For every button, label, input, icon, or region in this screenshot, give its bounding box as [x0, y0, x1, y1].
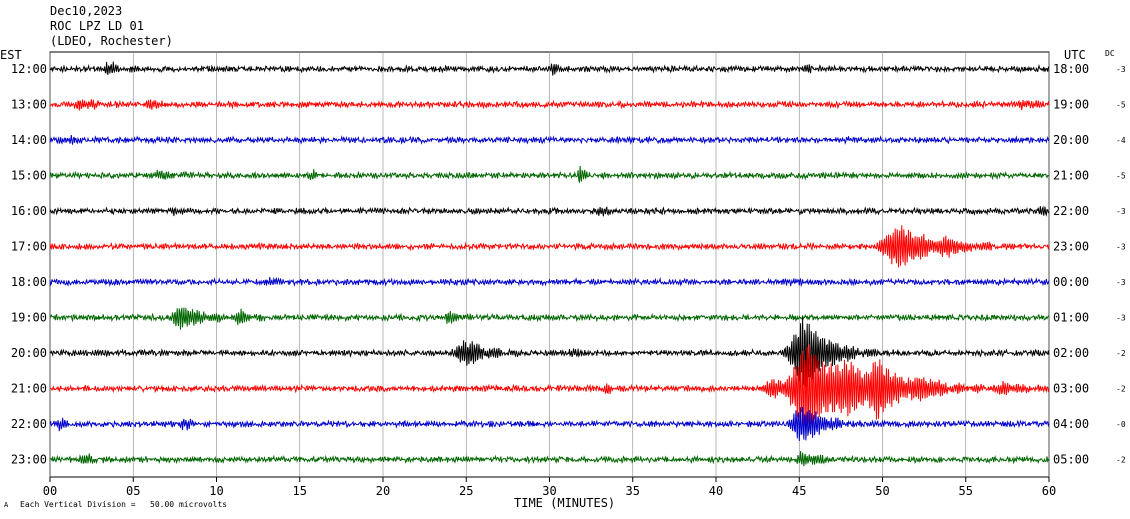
- x-tick-label: 50: [875, 484, 889, 498]
- utc-hour-label: 02:00: [1053, 346, 1089, 360]
- dc-offset-value: -4: [1116, 136, 1126, 145]
- est-hour-label: 16:00: [11, 204, 47, 218]
- est-hour-label: 15:00: [11, 169, 47, 183]
- trace-1600: [49, 205, 1050, 217]
- x-tick-label: 60: [1042, 484, 1056, 498]
- station-label: ROC LPZ LD 01: [50, 19, 144, 33]
- trace-1500: [49, 165, 1050, 184]
- utc-hour-label: 18:00: [1053, 62, 1089, 76]
- est-hour-label: 22:00: [11, 417, 47, 431]
- utc-hour-label: 19:00: [1053, 98, 1089, 112]
- dc-offset-value: -5: [1116, 172, 1126, 181]
- trace-1700: [49, 225, 1050, 268]
- x-tick-label: 40: [709, 484, 723, 498]
- x-tick-label: 35: [626, 484, 640, 498]
- x-tick-label: 25: [459, 484, 473, 498]
- x-tick-label: 00: [43, 484, 57, 498]
- utc-hour-label: 04:00: [1053, 417, 1089, 431]
- x-tick-label: 30: [542, 484, 556, 498]
- utc-hour-label: 22:00: [1053, 204, 1089, 218]
- trace-2300: [49, 451, 1050, 467]
- dc-offset-header: DC: [1105, 49, 1115, 58]
- trace-2100: [49, 344, 1050, 433]
- dc-offset-value: -3: [1116, 207, 1126, 216]
- est-hour-label: 18:00: [11, 275, 47, 289]
- est-hour-label: 17:00: [11, 240, 47, 254]
- x-axis-title: TIME (MINUTES): [514, 496, 616, 510]
- trace-1800: [49, 276, 1050, 288]
- trace-1200: [49, 61, 1050, 76]
- trace-1400: [49, 134, 1050, 145]
- corner-mark: A: [4, 501, 9, 509]
- utc-hour-label: 01:00: [1053, 311, 1089, 325]
- record-date: Dec10,2023: [50, 4, 123, 18]
- utc-hour-label: 03:00: [1053, 382, 1089, 396]
- left-timezone-label: EST: [0, 48, 22, 62]
- vertical-scale-note: Each Vertical Division = 50.00 microvolt…: [20, 500, 228, 509]
- est-hour-label: 20:00: [11, 346, 47, 360]
- dc-offset-value: -3: [1116, 65, 1126, 74]
- dc-offset-value: -2: [1116, 456, 1126, 465]
- dc-offset-value: -2: [1116, 349, 1126, 358]
- x-tick-label: 15: [293, 484, 307, 498]
- x-tick-label: 20: [376, 484, 390, 498]
- utc-hour-label: 21:00: [1053, 169, 1089, 183]
- dc-offset-value: -3: [1116, 314, 1126, 323]
- dc-offset-value: -0: [1116, 420, 1126, 429]
- trace-2200: [49, 406, 1050, 442]
- est-hour-label: 21:00: [11, 382, 47, 396]
- est-hour-label: 12:00: [11, 62, 47, 76]
- dc-offset-value: -2: [1116, 385, 1126, 394]
- x-tick-label: 05: [126, 484, 140, 498]
- utc-hour-label: 00:00: [1053, 275, 1089, 289]
- x-tick-label: 55: [959, 484, 973, 498]
- est-hour-label: 23:00: [11, 453, 47, 467]
- est-hour-label: 14:00: [11, 133, 47, 147]
- dc-offset-value: -3: [1116, 243, 1126, 252]
- trace-2000: [49, 317, 1050, 388]
- utc-hour-label: 23:00: [1053, 240, 1089, 254]
- right-timezone-label: UTC: [1064, 48, 1086, 62]
- utc-hour-label: 20:00: [1053, 133, 1089, 147]
- est-hour-label: 13:00: [11, 98, 47, 112]
- dc-offset-value: -3: [1116, 278, 1126, 287]
- network-label: (LDEO, Rochester): [50, 34, 173, 48]
- dc-offset-value: -5: [1116, 101, 1126, 110]
- trace-1300: [49, 99, 1050, 111]
- utc-hour-label: 05:00: [1053, 453, 1089, 467]
- x-tick-label: 10: [209, 484, 223, 498]
- trace-1900: [50, 307, 1050, 330]
- x-tick-label: 45: [792, 484, 806, 498]
- est-hour-label: 19:00: [11, 311, 47, 325]
